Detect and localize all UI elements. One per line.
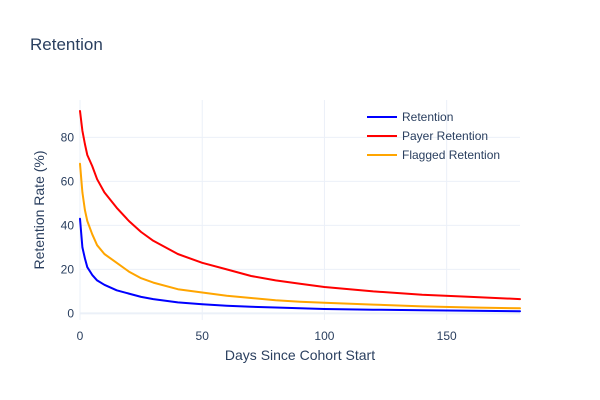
- x-tick-label: 0: [77, 329, 84, 343]
- y-tick-label: 0: [67, 306, 74, 320]
- y-axis-title: Retention Rate (%): [31, 150, 47, 269]
- legend[interactable]: Retention Payer Retention Flagged Retentio…: [367, 110, 500, 162]
- y-tick-label: 60: [61, 174, 75, 188]
- plot-lines: [79, 110, 521, 313]
- y-tick-label: 40: [61, 218, 75, 232]
- legend-item-payer-retention[interactable]: Payer Retention: [367, 129, 488, 143]
- legend-item-flagged-retention[interactable]: Flagged Retention: [367, 148, 500, 162]
- legend-label: Payer Retention: [402, 129, 488, 143]
- x-axis-ticks: 0 50 100 150: [77, 329, 457, 343]
- legend-item-retention[interactable]: Retention: [367, 110, 453, 124]
- x-tick-label: 100: [314, 329, 334, 343]
- y-axis-ticks: 0 20 40 60 80: [61, 130, 75, 320]
- chart-title: Retention: [30, 35, 103, 54]
- x-tick-label: 50: [196, 329, 210, 343]
- x-tick-label: 150: [437, 329, 457, 343]
- y-tick-label: 80: [61, 130, 75, 144]
- legend-label: Flagged Retention: [402, 148, 500, 162]
- y-tick-label: 20: [61, 262, 75, 276]
- grid: [79, 100, 520, 320]
- legend-label: Retention: [402, 110, 453, 124]
- x-axis-title: Days Since Cohort Start: [225, 347, 375, 363]
- series-line-flagged-retention: [79, 162, 521, 310]
- series-line-retention: [79, 217, 521, 313]
- series-line-payer-retention: [79, 110, 521, 301]
